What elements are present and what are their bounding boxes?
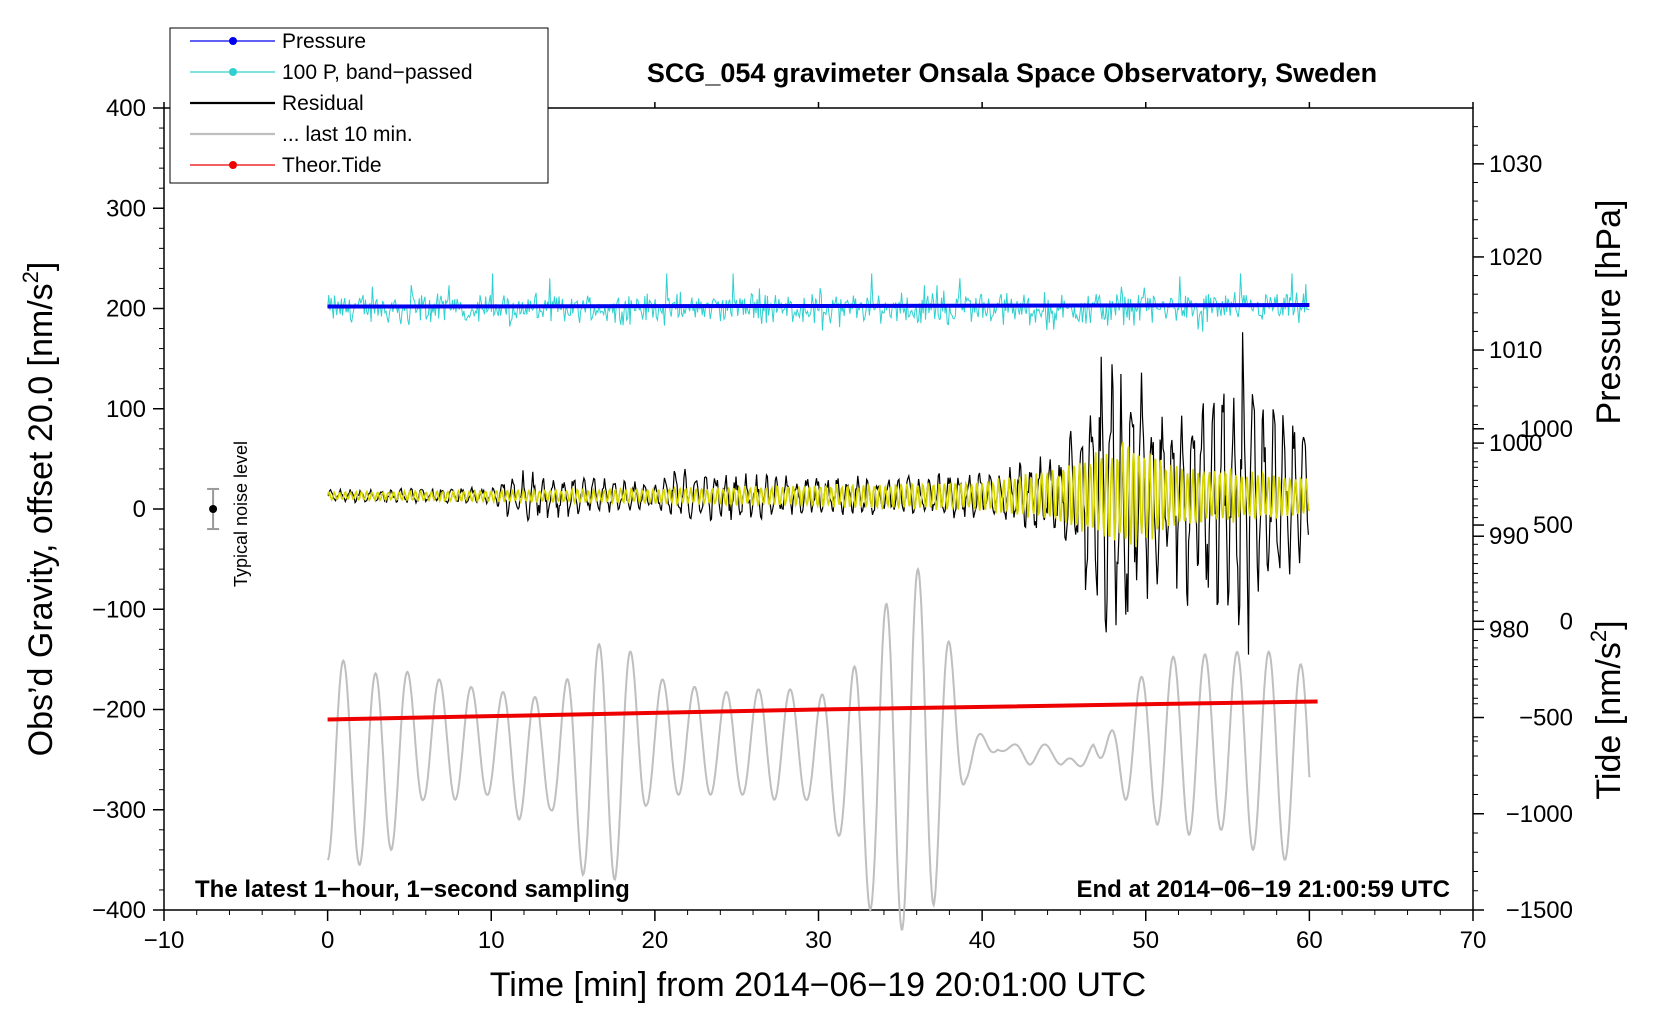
legend-label: ... last 10 min. [282, 123, 413, 146]
legend-label: 100 P, band−passed [282, 61, 473, 84]
tide-tick-label: 500 [1533, 512, 1573, 539]
x-tick-label: 40 [969, 927, 996, 954]
x-axis-title: Time [min] from 2014−06−19 20:01:00 UTC [490, 966, 1146, 1004]
pressure-tick-label: 1030 [1489, 151, 1542, 178]
tide-tick-label: −1000 [1506, 801, 1573, 828]
pressure-tick-label: 980 [1489, 616, 1529, 643]
pressure-tick-label: 990 [1489, 523, 1529, 550]
y-right-tide-title-main: Tide [nm/s [1590, 642, 1628, 799]
x-tick-label: 10 [478, 927, 505, 954]
noise-indicator: Typical noise level [207, 441, 251, 587]
legend: Pressure 100 P, band−passed Residual ... la… [169, 27, 549, 184]
x-tick-label: 30 [805, 927, 832, 954]
series-band-passed [327, 273, 1310, 332]
tide-tick-label: −1500 [1506, 897, 1573, 924]
legend-entry: Pressure [190, 30, 366, 53]
legend-label: Theor.Tide [282, 154, 382, 177]
legend-swatch-marker [229, 37, 237, 45]
y-left-axis-title-close: ] [22, 262, 60, 271]
y-left-tick-label: 300 [106, 195, 146, 222]
x-tick-label: 60 [1296, 927, 1323, 954]
pressure-tick-label: 1010 [1489, 337, 1542, 364]
y-right-axis: 980 990 1000 1010 1020 1030 1000 500 0 −500 −1000 −… [1473, 126, 1573, 924]
y-left-axis: 400 300 200 100 0 −100 −200 −300 −400 [92, 95, 164, 924]
series-pressure [327, 303, 1310, 309]
y-left-tick-label: −200 [92, 697, 146, 724]
tide-tick-label: 0 [1560, 608, 1573, 635]
legend-box [169, 27, 549, 184]
y-left-tick-label: 400 [106, 95, 146, 122]
x-axis: −10 0 10 20 30 40 50 60 70 [144, 102, 1487, 954]
legend-entry: ... last 10 min. [190, 123, 413, 146]
pressure-tick-label: 1020 [1489, 244, 1542, 271]
y-left-tick-label: 100 [106, 396, 146, 423]
y-left-axis-title-main: Obs’d Gravity, offset 20.0 [nm/s [22, 283, 60, 756]
x-tick-label: 20 [642, 927, 669, 954]
x-tick-label: 0 [321, 927, 334, 954]
bottom-right-note: End at 2014−06−19 21:00:59 UTC [1076, 876, 1450, 903]
y-left-axis-title: Obs’d Gravity, offset 20.0 [nm/s2] [18, 262, 60, 757]
y-right-pressure-title: Pressure [hPa] [1590, 200, 1628, 425]
x-tick-label: 50 [1132, 927, 1159, 954]
bottom-left-note: The latest 1−hour, 1−second sampling [195, 876, 630, 903]
y-right-tide-title-sup: 2 [1586, 630, 1611, 642]
noise-label: Typical noise level [231, 441, 251, 587]
series-layer [326, 273, 1318, 931]
legend-label: Residual [282, 92, 364, 115]
x-tick-label: −10 [144, 927, 185, 954]
noise-marker-dot [209, 505, 218, 513]
legend-label: Pressure [282, 30, 366, 53]
series-residual-band [326, 442, 1311, 548]
series-theor-tide [327, 699, 1318, 722]
y-right-tide-title-close: ] [1590, 620, 1628, 629]
legend-entry: 100 P, band−passed [190, 61, 473, 84]
y-right-tide-title: Tide [nm/s2] [1586, 620, 1628, 799]
legend-entry: Theor.Tide [190, 154, 382, 177]
y-left-tick-label: −300 [92, 797, 146, 824]
y-left-tick-label: −100 [92, 596, 146, 623]
legend-swatch-marker [229, 68, 237, 76]
legend-entry: Residual [190, 92, 364, 115]
y-left-tick-label: 200 [106, 296, 146, 323]
tide-tick-label: 1000 [1520, 416, 1573, 443]
x-tick-label: 70 [1460, 927, 1487, 954]
y-left-tick-label: −400 [92, 897, 146, 924]
tide-tick-label: −500 [1519, 705, 1573, 732]
chart-title: SCG_054 gravimeter Onsala Space Observat… [647, 58, 1377, 88]
y-left-axis-title-sup: 2 [18, 271, 43, 283]
pressure-tick-label: 1000 [1489, 430, 1542, 457]
legend-swatch-marker [229, 161, 237, 169]
y-left-tick-label: 0 [133, 496, 146, 523]
